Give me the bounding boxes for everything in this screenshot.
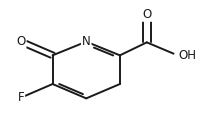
Text: OH: OH xyxy=(179,49,197,62)
Text: O: O xyxy=(142,8,151,21)
Text: F: F xyxy=(18,91,24,104)
Text: O: O xyxy=(16,35,26,48)
Text: N: N xyxy=(82,35,91,48)
